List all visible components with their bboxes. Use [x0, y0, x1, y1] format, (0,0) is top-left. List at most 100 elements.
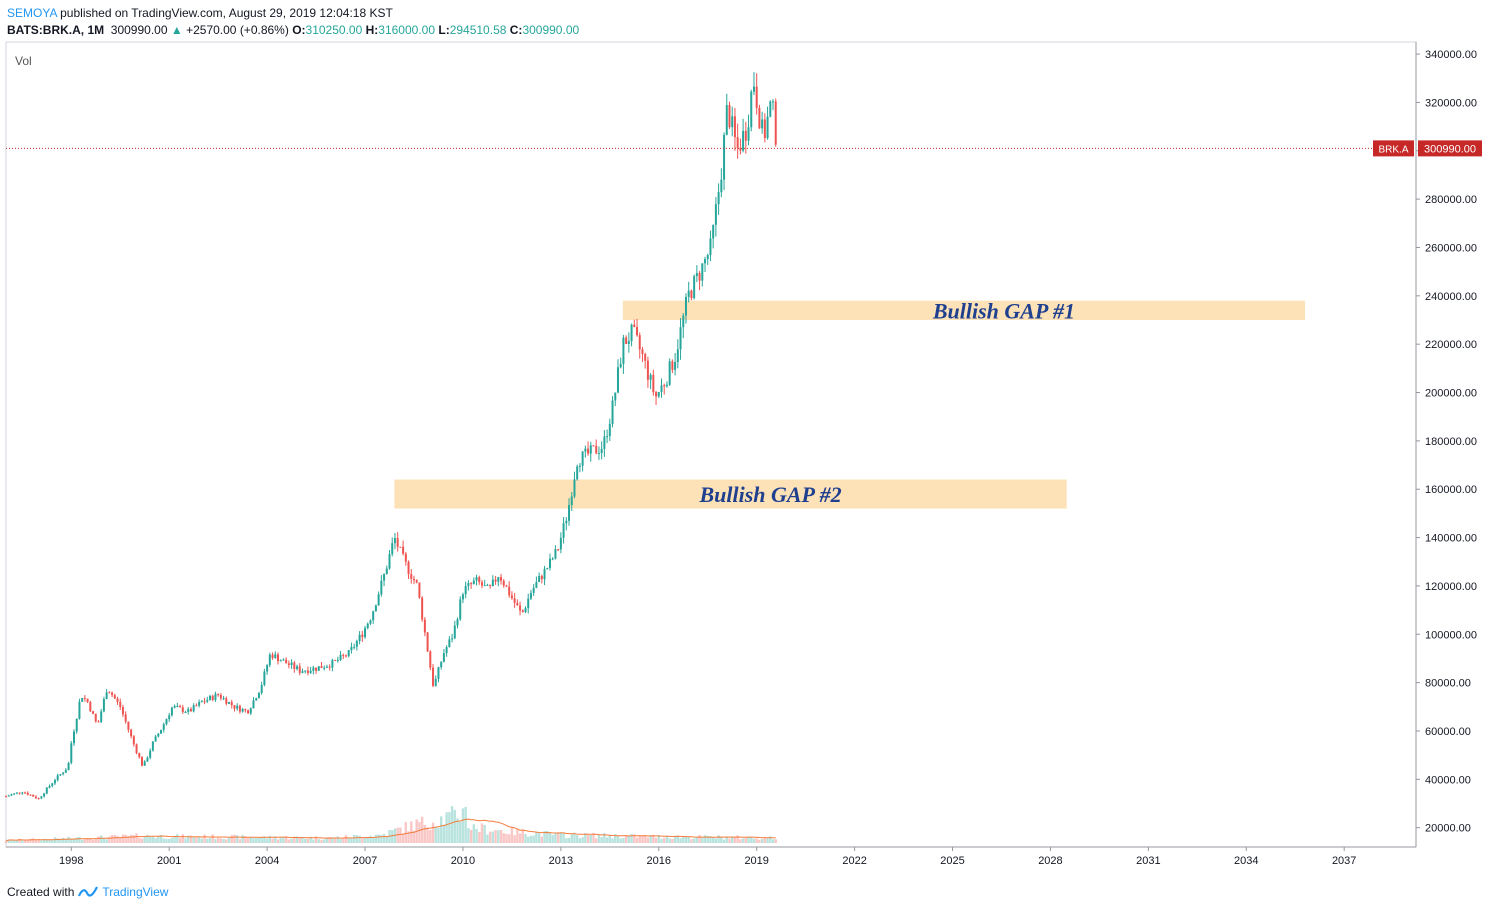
volume-bar: [752, 838, 756, 843]
candle-body: [638, 335, 641, 350]
tradingview-logo-icon: [78, 886, 99, 897]
volume-bar: [344, 835, 348, 843]
volume-bar: [105, 839, 108, 843]
volume-bar: [195, 837, 198, 843]
candle-body: [146, 757, 149, 762]
candle-body: [625, 337, 628, 344]
y-tick-label: 220000.00: [1425, 339, 1477, 351]
candle-body: [502, 580, 505, 586]
volume-bar: [537, 832, 541, 843]
volume-bar: [755, 838, 758, 843]
candle-body: [437, 667, 440, 679]
candle-body: [483, 585, 486, 587]
volume-bar: [518, 833, 522, 843]
y-tick-label: 180000.00: [1425, 436, 1477, 448]
volume-bar: [616, 836, 620, 843]
candle-body: [347, 650, 350, 657]
candle-body: [56, 775, 59, 781]
candle-body: [421, 597, 424, 620]
candle-body: [535, 582, 538, 588]
volume-bar: [314, 836, 318, 843]
candle-body: [611, 400, 614, 424]
candle-body: [157, 733, 160, 737]
candle-body: [655, 392, 658, 397]
candle-body: [75, 718, 78, 732]
volume-bar: [331, 837, 334, 843]
candle-body: [111, 692, 114, 696]
volume-bar: [562, 833, 565, 843]
volume-bar: [230, 835, 233, 843]
tradingview-link[interactable]: TradingView: [102, 885, 169, 899]
volume-bar: [129, 834, 133, 843]
volume-bar: [695, 836, 699, 843]
close-label: C:: [509, 23, 523, 37]
candle-body: [578, 465, 581, 467]
plot-frame: [5, 41, 1417, 848]
candle-body: [551, 558, 554, 560]
candle-body: [546, 568, 549, 570]
candle-body: [179, 705, 182, 708]
volume-bar: [684, 836, 688, 843]
volume-bar: [646, 837, 650, 843]
volume-bar: [741, 838, 745, 843]
volume-bar: [165, 838, 168, 843]
volume-bar: [412, 830, 416, 843]
volume-bar: [260, 837, 263, 843]
candle-body: [119, 701, 122, 708]
candle-body: [652, 374, 655, 393]
last-price: 300990.00: [110, 23, 168, 37]
volume-bar: [714, 838, 718, 843]
candle-body: [769, 101, 772, 117]
candle-body: [5, 796, 7, 798]
candle-body: [48, 785, 51, 788]
volume-bar: [605, 837, 609, 843]
volume-bar: [597, 834, 601, 843]
volume-bar: [339, 838, 342, 843]
volume-bar: [399, 827, 402, 843]
candle-body: [244, 709, 247, 711]
volume-bar: [385, 836, 388, 843]
candle-body: [37, 798, 40, 800]
author-name[interactable]: SEMOYA: [7, 6, 57, 20]
candle-body: [472, 580, 475, 585]
candle-body: [195, 705, 198, 707]
high-value: 316000.00: [378, 23, 436, 37]
candle-body: [320, 666, 323, 669]
candle-body: [755, 86, 758, 108]
volume-bar: [56, 838, 59, 843]
candle-body: [81, 697, 84, 702]
candle-body: [160, 729, 163, 734]
candle-body: [589, 445, 592, 454]
volume-bar: [744, 837, 748, 843]
candle-body: [312, 667, 315, 671]
volume-bar: [467, 828, 470, 843]
volume-bar: [119, 837, 122, 843]
volume-bar: [154, 838, 157, 843]
volume-bar: [627, 835, 631, 843]
candle-body: [62, 772, 65, 775]
candle-body: [442, 653, 445, 662]
volume-bar: [170, 837, 174, 843]
volume-bar: [472, 824, 476, 843]
candle-body: [21, 792, 24, 794]
candle-body: [138, 753, 141, 758]
created-with-text: Created with: [7, 885, 75, 899]
candle-body: [274, 654, 277, 658]
candle-body: [554, 549, 557, 559]
volume-bar: [40, 840, 43, 843]
candle-body: [557, 549, 560, 551]
symbol-badge: [1373, 140, 1414, 157]
candle-body: [78, 701, 81, 719]
volume-bar: [559, 832, 563, 843]
volume-bar: [216, 837, 220, 843]
volume-bar: [274, 836, 277, 843]
volume-bar: [535, 832, 538, 843]
candle-body: [695, 273, 698, 277]
candle-body: [83, 697, 86, 699]
x-tick-label: 1998: [59, 855, 83, 867]
volume-bar: [108, 836, 111, 843]
y-tick-label: 260000.00: [1425, 242, 1477, 254]
candle-body: [742, 130, 745, 151]
candle-body: [663, 385, 666, 387]
